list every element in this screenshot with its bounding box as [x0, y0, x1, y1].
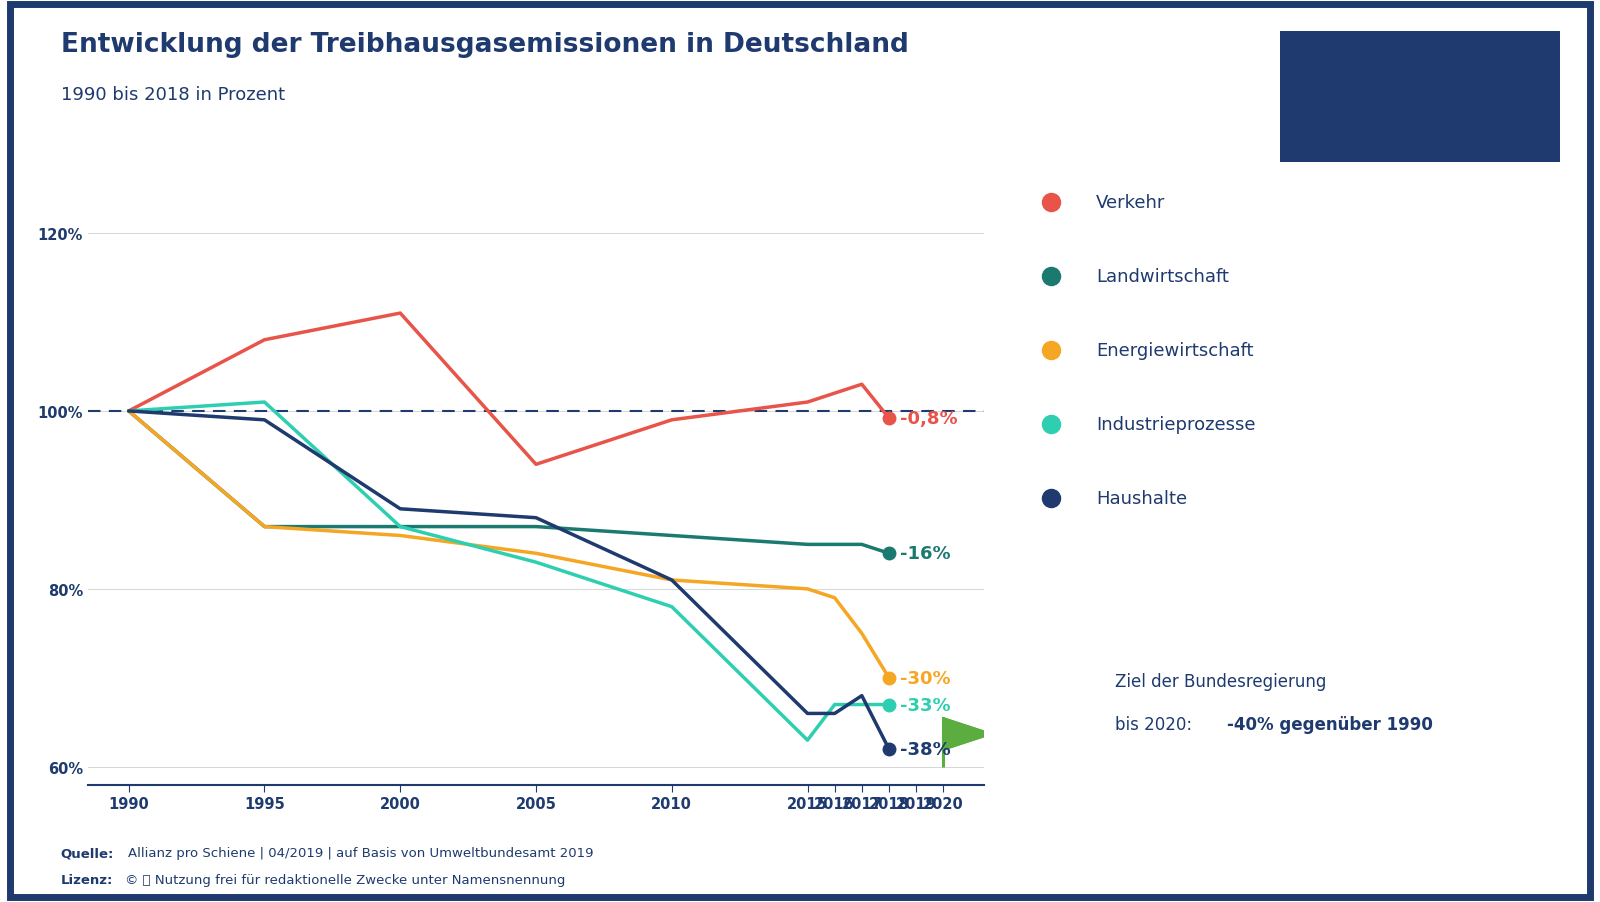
Text: bis 2020:: bis 2020: — [1115, 715, 1197, 733]
Text: Allianz
pro Schiene: Allianz pro Schiene — [1432, 71, 1552, 114]
Text: Landwirtschaft: Landwirtschaft — [1096, 268, 1229, 286]
Text: Lizenz:: Lizenz: — [61, 873, 114, 886]
Text: -0,8%: -0,8% — [899, 410, 957, 428]
Text: -33%: -33% — [899, 695, 950, 713]
Text: Haushalte: Haushalte — [1096, 490, 1187, 508]
Polygon shape — [944, 718, 992, 750]
Text: Energiewirtschaft: Energiewirtschaft — [1096, 342, 1253, 360]
Text: Ziel der Bundesregierung: Ziel der Bundesregierung — [1115, 672, 1326, 690]
Text: Industrieprozesse: Industrieprozesse — [1096, 416, 1256, 434]
Text: -16%: -16% — [899, 545, 950, 563]
Text: © ⓘ Nutzung frei für redaktionelle Zwecke unter Namensnennung: © ⓘ Nutzung frei für redaktionelle Zweck… — [125, 873, 565, 886]
Text: Verkehr: Verkehr — [1096, 194, 1165, 212]
Text: -30%: -30% — [899, 669, 950, 687]
Text: -40% gegenüber 1990: -40% gegenüber 1990 — [1227, 715, 1434, 733]
Text: Allianz pro Schiene | 04/2019 | auf Basis von Umweltbundesamt 2019: Allianz pro Schiene | 04/2019 | auf Basi… — [128, 846, 594, 859]
Text: 1990 bis 2018 in Prozent: 1990 bis 2018 in Prozent — [61, 86, 285, 104]
Text: Entwicklung der Treibhausgasemissionen in Deutschland: Entwicklung der Treibhausgasemissionen i… — [61, 32, 909, 58]
Text: Quelle:: Quelle: — [61, 846, 114, 859]
Text: -38%: -38% — [899, 741, 950, 759]
